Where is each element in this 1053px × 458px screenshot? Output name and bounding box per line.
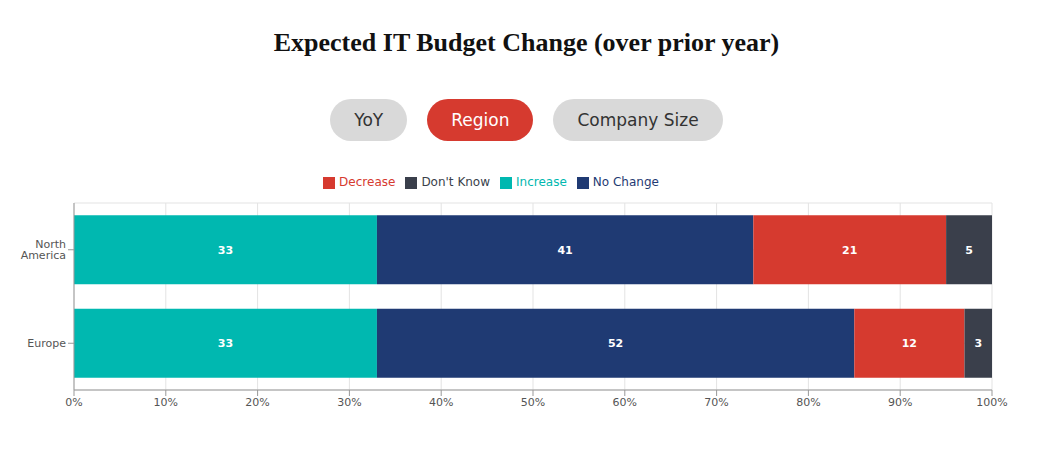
svg-text:5: 5 <box>965 244 973 257</box>
svg-text:50%: 50% <box>521 396 545 409</box>
svg-text:40%: 40% <box>429 396 453 409</box>
svg-text:Europe: Europe <box>27 337 66 350</box>
svg-text:100%: 100% <box>976 396 1007 409</box>
svg-text:90%: 90% <box>888 396 912 409</box>
svg-text:NorthAmerica: NorthAmerica <box>21 238 66 262</box>
svg-text:21: 21 <box>842 244 857 257</box>
svg-text:52: 52 <box>608 337 623 350</box>
html-text:Don't Know: Don't Know <box>421 175 490 189</box>
html-text:Decrease: Decrease <box>339 175 396 189</box>
svg-text:0%: 0% <box>65 396 82 409</box>
svg-text:33: 33 <box>218 244 233 257</box>
html-text:Region: Region <box>451 110 510 130</box>
svg-text:12: 12 <box>902 337 917 350</box>
html-text:Increase: Increase <box>516 175 567 189</box>
svg-text:30%: 30% <box>337 396 361 409</box>
html-text:Company Size: Company Size <box>577 110 699 130</box>
svg-text:60%: 60% <box>613 396 637 409</box>
svg-text:10%: 10% <box>154 396 178 409</box>
html-text:No Change: No Change <box>592 175 659 189</box>
html-text:YoY: YoY <box>354 110 384 130</box>
svg-text:41: 41 <box>557 244 572 257</box>
svg-text:20%: 20% <box>245 396 269 409</box>
html-text:Expected IT Budget Change (ove: Expected IT Budget Change (over prior ye… <box>273 28 780 57</box>
svg-text:3: 3 <box>974 337 982 350</box>
svg-text:70%: 70% <box>704 396 728 409</box>
svg-text:80%: 80% <box>796 396 820 409</box>
svg-text:33: 33 <box>218 337 233 350</box>
